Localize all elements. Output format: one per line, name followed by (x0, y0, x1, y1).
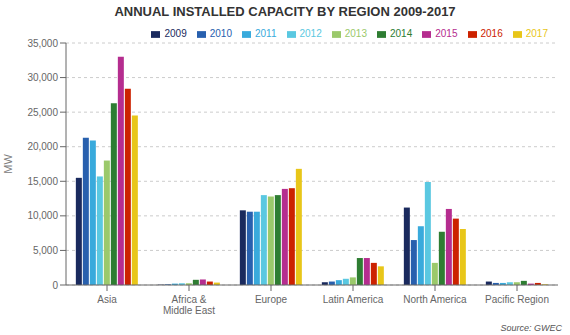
html-text:2012: 2012 (299, 28, 322, 39)
html-text:2014: 2014 (390, 28, 413, 39)
html-text:2013: 2013 (344, 28, 367, 39)
svg-text:5,000: 5,000 (33, 245, 58, 256)
svg-text:Pacific Region: Pacific Region (485, 294, 549, 305)
html-text:Source: GWEC: Source: GWEC (500, 323, 562, 333)
html-text:2009: 2009 (164, 28, 187, 39)
svg-text:MW: MW (8, 154, 14, 174)
svg-text:25,000: 25,000 (27, 107, 58, 118)
html-text:2010: 2010 (209, 28, 232, 39)
html-text:2016: 2016 (480, 28, 503, 39)
svg-text:Latin America: Latin America (323, 294, 384, 305)
svg-text:North America: North America (403, 294, 467, 305)
html-text:ANNUAL INSTALLED CAPACITY BY R: ANNUAL INSTALLED CAPACITY BY REGION 2009… (114, 4, 456, 19)
html-text:2015: 2015 (435, 28, 458, 39)
svg-text:Asia: Asia (97, 294, 117, 305)
svg-text:Europe: Europe (255, 294, 288, 305)
svg-text:10,000: 10,000 (27, 210, 58, 221)
html-text:2017: 2017 (525, 28, 548, 39)
svg-text:30,000: 30,000 (27, 72, 58, 83)
svg-text:20,000: 20,000 (27, 141, 58, 152)
html-text:2011: 2011 (255, 28, 277, 39)
svg-text:0: 0 (52, 280, 58, 291)
svg-text:Africa &Middle East: Africa &Middle East (163, 294, 215, 316)
svg-text:15,000: 15,000 (27, 176, 58, 187)
svg-text:35,000: 35,000 (27, 38, 58, 49)
